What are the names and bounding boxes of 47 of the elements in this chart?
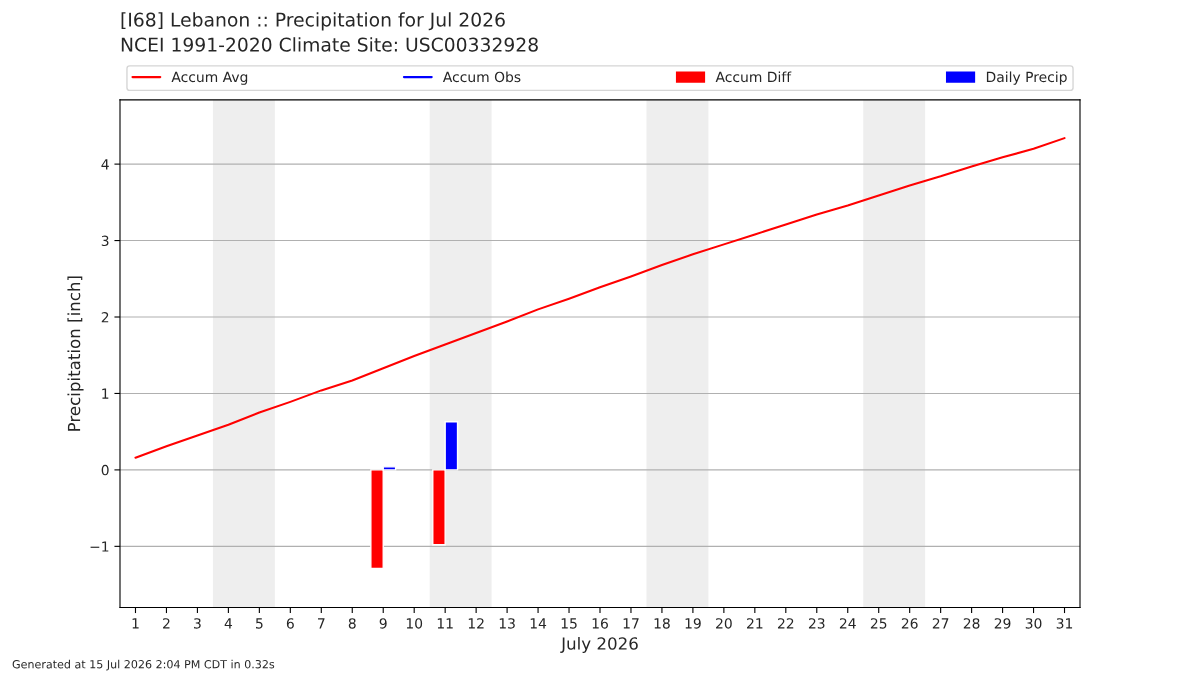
y-tick-label: −1	[90, 541, 109, 552]
x-tick-label: 11	[437, 618, 453, 629]
x-tick-label: 8	[348, 618, 356, 629]
legend-label: Accum Obs	[442, 71, 521, 83]
x-tick-label: 6	[286, 618, 294, 629]
x-tick-label: 25	[870, 618, 887, 629]
x-tick-label: 24	[839, 618, 856, 629]
y-tick-label: 4	[101, 159, 109, 170]
x-tick-label: 16	[592, 618, 608, 629]
x-tick-label: 20	[716, 618, 732, 629]
x-tick-label: 23	[808, 618, 825, 629]
legend-label: Accum Avg	[171, 71, 248, 85]
x-tick-label: 9	[379, 618, 387, 629]
x-tick-label: 27	[932, 618, 949, 629]
legend-label: Daily Precip	[986, 71, 1067, 85]
x-tick-label: 4	[224, 618, 233, 629]
y-axis-title: Precipitation [inch]	[67, 276, 84, 431]
x-tick-label: 7	[318, 618, 325, 629]
x-tick-label: 3	[194, 618, 201, 629]
x-tick-label: 2	[163, 618, 170, 629]
x-tick-label: 21	[747, 618, 763, 629]
y-tick-label: 2	[101, 311, 109, 323]
x-tick-label: 30	[1025, 618, 1042, 629]
x-tick-label: 29	[994, 618, 1011, 629]
x-tick-label: 19	[685, 618, 701, 629]
x-tick-label: 26	[901, 618, 918, 629]
x-tick-label: 10	[406, 618, 423, 629]
x-axis-title: July 2026	[560, 636, 638, 654]
x-tick-label: 13	[499, 618, 515, 629]
x-tick-label: 17	[623, 618, 639, 629]
x-tick-label: 18	[654, 618, 670, 629]
text: Generated at 15 Jul 2026 2:04 PM CDT in 0.32s	[12, 659, 275, 671]
y-tick-label: 0	[101, 464, 109, 476]
chart-subtitle: NCEI 1991-2020 Climate Site: USC00332928	[121, 37, 538, 52]
x-tick-label: 31	[1056, 618, 1073, 629]
x-tick-label: 12	[468, 618, 484, 629]
x-tick-label: 5	[256, 618, 263, 629]
y-tick-label: 3	[101, 235, 109, 247]
x-tick-label: 22	[777, 618, 794, 629]
legend-label: Accum Diff	[715, 71, 792, 83]
x-tick-label: 1	[132, 618, 139, 629]
y-tick-label: 1	[102, 388, 109, 399]
x-tick-label: 14	[530, 618, 547, 629]
chart-title: [I68] Lebanon :: Precipitation for Jul 2026	[121, 12, 505, 31]
x-tick-label: 15	[561, 618, 577, 629]
line-series	[134, 137, 1066, 459]
x-tick-label: 28	[963, 618, 980, 629]
